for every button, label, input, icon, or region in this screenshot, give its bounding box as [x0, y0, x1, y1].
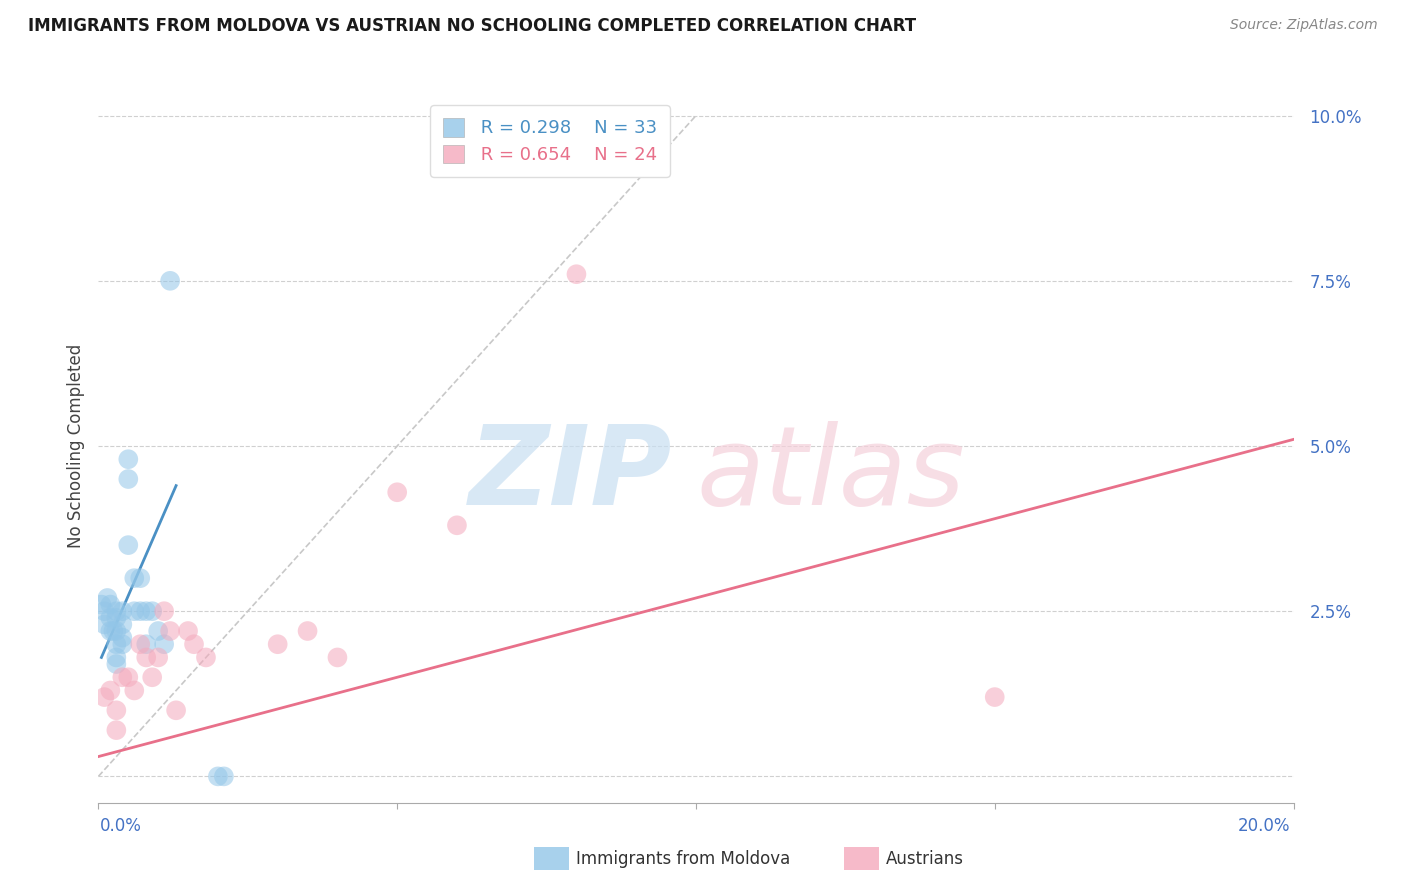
- Point: [194, 650, 218, 665]
- Point: [385, 485, 409, 500]
- Point: [153, 604, 176, 618]
- Point: [267, 637, 290, 651]
- Point: [141, 604, 163, 618]
- Point: [93, 604, 115, 618]
- Point: [129, 571, 152, 585]
- Legend:  R = 0.298    N = 33,  R = 0.654    N = 24: R = 0.298 N = 33, R = 0.654 N = 24: [430, 105, 671, 177]
- Point: [105, 624, 128, 638]
- Point: [183, 637, 205, 651]
- Point: [111, 617, 134, 632]
- Point: [98, 624, 122, 638]
- Text: ZIP: ZIP: [468, 421, 672, 528]
- Point: [98, 598, 122, 612]
- Point: [105, 604, 128, 618]
- Text: 20.0%: 20.0%: [1239, 817, 1291, 835]
- Point: [93, 690, 115, 704]
- Point: [105, 650, 128, 665]
- Point: [129, 604, 152, 618]
- Point: [983, 690, 1005, 704]
- Text: 0.0%: 0.0%: [100, 817, 142, 835]
- Point: [135, 650, 157, 665]
- Point: [124, 571, 146, 585]
- Point: [446, 518, 468, 533]
- Point: [98, 611, 122, 625]
- Point: [159, 624, 181, 638]
- Point: [117, 670, 139, 684]
- Point: [124, 683, 146, 698]
- Point: [117, 452, 139, 467]
- Point: [117, 538, 139, 552]
- Point: [111, 604, 134, 618]
- Point: [98, 683, 122, 698]
- Point: [159, 274, 181, 288]
- Point: [212, 769, 235, 783]
- Point: [111, 631, 134, 645]
- Point: [93, 617, 115, 632]
- Point: [207, 769, 229, 783]
- Point: [135, 637, 157, 651]
- Text: Austrians: Austrians: [886, 850, 963, 868]
- Point: [165, 703, 187, 717]
- Point: [129, 637, 152, 651]
- Point: [153, 637, 176, 651]
- Point: [96, 591, 118, 605]
- Point: [177, 624, 200, 638]
- Point: [326, 650, 349, 665]
- Point: [105, 657, 128, 671]
- Point: [103, 624, 125, 638]
- Point: [135, 604, 157, 618]
- Point: [105, 611, 128, 625]
- Point: [148, 650, 170, 665]
- Text: Immigrants from Moldova: Immigrants from Moldova: [576, 850, 790, 868]
- Point: [111, 637, 134, 651]
- Point: [565, 267, 588, 281]
- Point: [141, 670, 163, 684]
- Point: [105, 637, 128, 651]
- Point: [105, 723, 128, 738]
- Point: [105, 703, 128, 717]
- Point: [90, 598, 112, 612]
- Text: atlas: atlas: [696, 421, 965, 528]
- Text: Source: ZipAtlas.com: Source: ZipAtlas.com: [1230, 18, 1378, 31]
- Point: [124, 604, 146, 618]
- Point: [117, 472, 139, 486]
- Point: [148, 624, 170, 638]
- Point: [297, 624, 319, 638]
- Point: [111, 670, 134, 684]
- Y-axis label: No Schooling Completed: No Schooling Completed: [66, 344, 84, 548]
- Text: IMMIGRANTS FROM MOLDOVA VS AUSTRIAN NO SCHOOLING COMPLETED CORRELATION CHART: IMMIGRANTS FROM MOLDOVA VS AUSTRIAN NO S…: [28, 17, 917, 35]
